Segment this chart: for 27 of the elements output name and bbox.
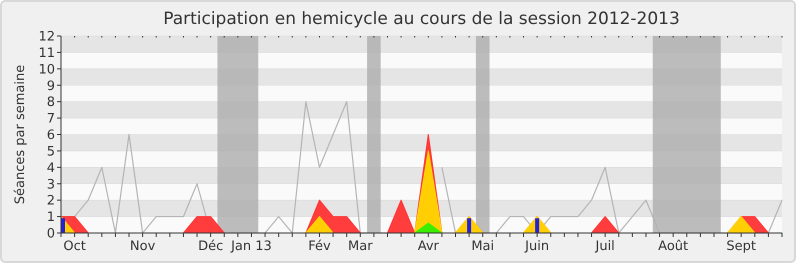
x-tick-label: Sept [726,239,756,254]
y-tick-label: 12 [38,30,55,45]
x-tick-label: Oct [63,239,86,254]
y-tick-label: 3 [46,177,55,192]
y-axis-title: Séances par semaine [13,64,28,204]
y-tick-label: 4 [46,160,55,176]
y-tick-label: 2 [46,194,55,209]
y-tick-label: 6 [46,128,55,144]
y-tick-label: 7 [46,112,55,127]
y-tick-label: 5 [46,144,55,160]
x-tick-label: Mai [471,239,494,254]
x-tick-label: Avr [418,239,440,254]
x-tick-label: Déc [198,239,224,254]
x-tick-label: Juin [524,239,550,254]
x-tick-label: Nov [130,239,156,254]
y-tick-label: 11 [38,46,55,61]
y-tick-label: 8 [46,95,55,110]
x-tick-label: Jan 13 [230,239,272,254]
y-tick-label: 0 [46,226,55,242]
x-tick-label: Juil [594,239,615,254]
y-tick-label: 10 [38,62,55,78]
y-tick-label: 1 [46,210,55,226]
x-tick-label: Fév [308,239,331,254]
chart-title: Participation en hemicycle au cours de la session 2012-2013 [163,9,680,29]
x-tick-label: Août [658,239,688,254]
x-tick-label: Mar [348,239,374,254]
y-tick-label: 9 [46,78,55,94]
